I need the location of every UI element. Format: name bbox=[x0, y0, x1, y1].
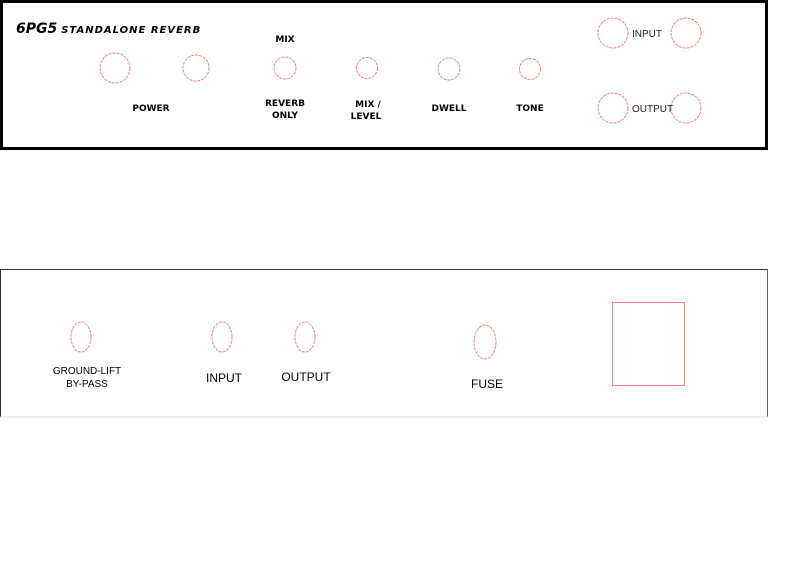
front-panel: 6PG5 STANDALONE REVERB MIX POWER REVERB O… bbox=[0, 0, 768, 150]
fuse-label: FUSE bbox=[471, 377, 503, 391]
output-label: OUTPUT bbox=[632, 104, 673, 115]
input-jack-hole-2 bbox=[670, 17, 702, 49]
rear-output-label: OUTPUT bbox=[281, 370, 331, 384]
tone-knob-hole bbox=[519, 58, 541, 80]
fuse-holder-hole bbox=[473, 324, 497, 360]
rear-input-label: INPUT bbox=[206, 371, 243, 385]
power-inlet-cutout bbox=[612, 302, 685, 386]
panel-title: 6PG5 STANDALONE REVERB bbox=[16, 21, 201, 37]
output-jack-hole-1 bbox=[597, 92, 629, 124]
tone-label: TONE bbox=[516, 104, 543, 114]
dwell-knob-hole bbox=[437, 57, 461, 81]
by-pass-label: BY-PASS bbox=[66, 379, 108, 390]
rear-panel: GROUND-LIFT BY-PASS INPUT OUTPUT FUSE bbox=[0, 269, 768, 418]
mix-level-knob-hole bbox=[356, 57, 378, 79]
output-jack-hole-2 bbox=[670, 92, 702, 124]
rear-output-jack-hole bbox=[294, 321, 316, 353]
power-label: POWER bbox=[132, 104, 169, 114]
level-label: LEVEL bbox=[351, 112, 382, 122]
power-hole-small bbox=[182, 54, 210, 82]
rear-input-jack-hole bbox=[211, 321, 233, 353]
only-label: ONLY bbox=[272, 111, 299, 121]
ground-lift-switch-hole bbox=[70, 321, 92, 353]
input-label: INPUT bbox=[632, 29, 662, 40]
dwell-label: DWELL bbox=[431, 104, 466, 114]
mix-slash-label: MIX / bbox=[355, 100, 381, 110]
reverb-label: REVERB bbox=[265, 99, 305, 109]
reverb-only-switch-hole bbox=[273, 56, 297, 80]
mix-label: MIX bbox=[275, 35, 294, 45]
input-jack-hole-1 bbox=[597, 17, 629, 49]
front-panel-outline bbox=[0, 0, 768, 150]
ground-lift-label: GROUND-LIFT bbox=[53, 366, 121, 377]
power-hole-large bbox=[99, 52, 131, 84]
